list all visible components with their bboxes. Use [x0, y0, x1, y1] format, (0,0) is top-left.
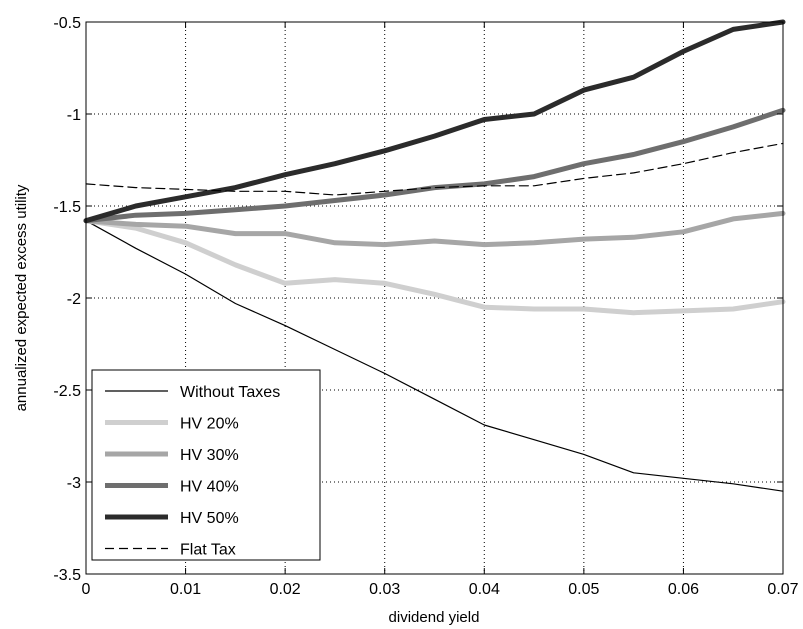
x-tick-label: 0.02: [270, 581, 301, 598]
legend-label: HV 20%: [180, 416, 239, 433]
y-axis-label: annualized expected excess utility: [13, 184, 30, 411]
y-tick-label: -0.5: [53, 15, 81, 32]
x-tick-label: 0.05: [568, 581, 599, 598]
y-tick-label: -3.5: [53, 567, 81, 584]
x-tick-label: 0.07: [767, 581, 798, 598]
legend-label: Flat Tax: [180, 542, 236, 559]
y-axis-ticks: -3.5 -3 -2.5 -2 -1.5 -1 -0.5: [53, 15, 783, 584]
legend-box: [91, 369, 321, 561]
x-tick-label: 0.03: [369, 581, 400, 598]
series-lines: [83, 19, 786, 492]
series-line-hv-20: [83, 218, 786, 316]
legend-label: HV 50%: [180, 510, 239, 527]
x-tick-label: 0.04: [469, 581, 500, 598]
series-line-flat-tax: [85, 142, 784, 196]
series-line-hv-40: [83, 107, 786, 224]
legend-label: HV 30%: [180, 447, 239, 464]
series-line-without-taxes: [85, 220, 784, 492]
x-tick-label: 0: [82, 581, 91, 598]
y-tick-label: -1: [67, 107, 81, 124]
y-tick-label: -3: [67, 475, 81, 492]
x-tick-label: 0.06: [668, 581, 699, 598]
series-line-hv-30: [83, 210, 786, 248]
y-tick-label: -2.5: [53, 383, 81, 400]
x-tick-label: 0.01: [170, 581, 201, 598]
x-axis-ticks: 0 0.01 0.02 0.03 0.04 0.05 0.06 0.07: [82, 22, 799, 598]
y-tick-label: -1.5: [53, 199, 81, 216]
legend: Without Taxes HV 20% HV 30% HV 40% HV 50% Fla…: [91, 369, 321, 561]
legend-label: Without Taxes: [180, 384, 280, 401]
x-axis-label: dividend yield: [389, 609, 480, 626]
legend-label: HV 40%: [180, 479, 239, 496]
y-tick-label: -2: [67, 291, 81, 308]
series-line-hv-50: [83, 19, 786, 224]
